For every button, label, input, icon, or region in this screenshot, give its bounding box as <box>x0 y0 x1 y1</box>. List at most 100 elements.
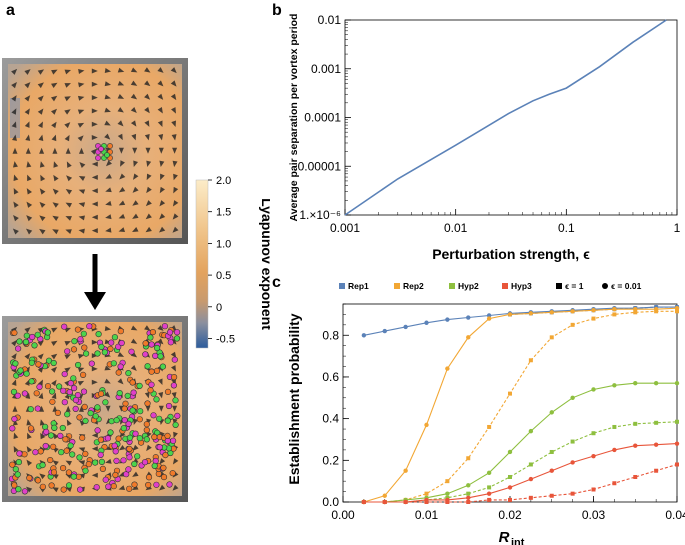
flow-arrow <box>77 109 85 115</box>
flow-arrow <box>52 487 59 493</box>
particle <box>102 399 109 406</box>
plot-frame <box>344 19 678 216</box>
flow-arrow <box>52 229 59 235</box>
data-point <box>570 491 575 496</box>
flow-arrow <box>104 133 111 140</box>
panel-label-c: c <box>272 274 281 291</box>
flow-arrow <box>64 69 72 75</box>
flow-arrow <box>144 106 150 114</box>
flow-arrow <box>172 405 178 412</box>
particle <box>65 469 72 476</box>
legend-label: Hyp2 <box>458 281 479 291</box>
particle <box>104 435 111 442</box>
legend-marker <box>449 283 455 289</box>
particle <box>61 371 68 378</box>
particle <box>47 457 54 464</box>
particle <box>16 338 23 345</box>
particle <box>22 338 30 346</box>
data-point <box>528 495 533 500</box>
data-point <box>570 460 575 465</box>
flow-arrow <box>118 485 126 491</box>
flow-arrow <box>91 228 98 234</box>
flow-arrow <box>39 188 46 195</box>
particle <box>143 427 150 434</box>
colorbar: 2.0 1.5 1.0 0.5 0 -0.5 Lyapunov exponent <box>195 175 270 349</box>
flow-arrow <box>78 147 84 154</box>
data-point <box>654 468 659 473</box>
flow-arrow <box>130 67 138 73</box>
flow-arrow <box>91 108 98 114</box>
particle <box>64 411 71 418</box>
particle <box>148 381 155 388</box>
data-point <box>549 449 554 454</box>
particle <box>102 476 109 483</box>
flow-arrow <box>144 391 150 399</box>
flow-arrow <box>132 213 139 219</box>
data-point <box>549 310 554 315</box>
flow-arrow <box>133 160 139 167</box>
flow-arrow <box>37 69 45 75</box>
y-tick-label: 0.001 <box>311 62 341 76</box>
particle <box>82 450 89 458</box>
y-tick-label: 0.8 <box>322 328 339 342</box>
flow-arrow <box>144 120 150 127</box>
flow-arrow <box>77 367 85 373</box>
particle <box>21 488 29 495</box>
y-tick-label: 0.2 <box>322 453 339 467</box>
flow-arrow <box>51 69 58 75</box>
flow-arrow <box>13 201 19 208</box>
flow-arrow <box>105 227 112 233</box>
data-point <box>424 500 429 504</box>
flow-arrow <box>157 325 164 331</box>
particle <box>86 323 93 330</box>
data-point <box>654 309 659 314</box>
velocity-arrows <box>11 67 179 235</box>
particle <box>98 146 104 152</box>
particle <box>92 413 99 420</box>
particle <box>107 429 114 436</box>
flow-arrow <box>118 186 126 193</box>
data-point <box>675 419 679 424</box>
data-point <box>612 424 617 429</box>
x-tick-label: 1 <box>674 221 681 235</box>
flow-arrow <box>117 80 125 86</box>
particle <box>124 392 131 400</box>
particle <box>91 459 99 466</box>
flow-arrow <box>66 161 72 168</box>
particle <box>148 341 155 348</box>
particle <box>104 152 110 158</box>
particle <box>164 432 171 440</box>
particle <box>63 447 70 454</box>
particle <box>125 466 132 473</box>
flow-arrow <box>39 201 46 208</box>
flow-field-top <box>2 58 188 244</box>
y-axis-label: Establishment probability <box>286 313 302 484</box>
particle <box>65 482 73 489</box>
flow-arrow <box>171 134 177 141</box>
particle <box>143 436 150 443</box>
flow-arrow <box>91 379 98 385</box>
particle <box>125 370 132 377</box>
flow-arrow <box>39 161 45 168</box>
particle <box>142 351 149 358</box>
data-point <box>466 456 471 461</box>
flow-arrow <box>26 459 33 466</box>
flow-arrow <box>158 134 164 141</box>
flow-arrow <box>77 122 85 128</box>
particle <box>166 329 174 336</box>
particle <box>79 371 87 379</box>
flow-arrow <box>170 93 177 101</box>
particle <box>69 451 76 458</box>
particle <box>95 331 102 338</box>
particle <box>107 143 113 149</box>
flow-arrow <box>159 160 165 168</box>
panel-a: 2.0 1.5 1.0 0.5 0 -0.5 Lyapunov exponent <box>2 58 270 502</box>
flow-arrow <box>51 340 58 346</box>
data-point <box>612 312 617 317</box>
data-point <box>591 453 596 459</box>
colorbar-tick-label: -0.5 <box>216 333 235 345</box>
particle <box>117 328 124 335</box>
data-point <box>445 366 450 371</box>
data-point <box>674 381 680 386</box>
particle <box>169 470 176 477</box>
